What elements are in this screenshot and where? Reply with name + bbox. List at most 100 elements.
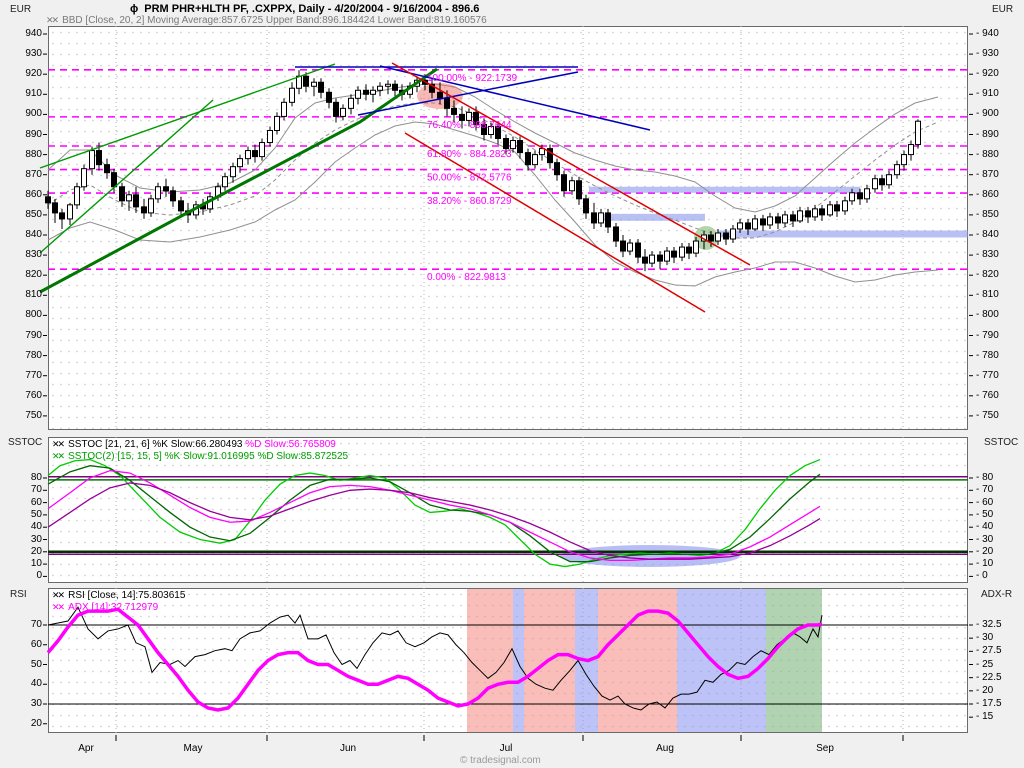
axis-tick-label: - 20 bbox=[976, 545, 994, 557]
bbd-legend[interactable]: ✕✕ BBD [Close, 20, 2] Moving Average:857.… bbox=[46, 15, 487, 26]
price-axis-currency-right: EUR bbox=[992, 4, 1014, 15]
axis-tick-label: - 890 bbox=[976, 128, 999, 140]
axis-tick-label: 40 bbox=[30, 521, 42, 533]
axis-tick-label: 30 bbox=[30, 533, 42, 545]
adxr-axis-title-right: ADX-R bbox=[981, 589, 1013, 600]
axis-tick-label: - 50 bbox=[976, 508, 994, 520]
axis-tick-label: 50 bbox=[30, 658, 42, 670]
bbd-legend-icon: ✕✕ bbox=[46, 15, 59, 25]
axis-tick-label: - 22.5 bbox=[976, 671, 1002, 683]
watermark: © tradesignal.com bbox=[460, 755, 541, 766]
axis-tick-label: - 30 bbox=[976, 533, 994, 545]
axis-tick-label: - 860 bbox=[976, 188, 999, 200]
axis-tick-label: 20 bbox=[30, 545, 42, 557]
axis-tick-label: - 940 bbox=[976, 28, 999, 39]
axis-tick-label: - 800 bbox=[976, 309, 999, 321]
axis-tick-label: 70 bbox=[30, 619, 42, 630]
axis-tick-label: - 30 bbox=[976, 632, 994, 644]
sstoc2-legend-icon: ✕✕ bbox=[52, 451, 65, 461]
price-chart-canvas[interactable] bbox=[48, 26, 968, 430]
axis-tick-label: 850 bbox=[25, 208, 42, 220]
sstoc-axis-title-left: SSTOC bbox=[8, 437, 43, 448]
axis-tick-label: 750 bbox=[25, 409, 42, 421]
axis-tick-label: 800 bbox=[25, 309, 42, 321]
axis-tick-label: - 17.5 bbox=[976, 698, 1002, 709]
axis-tick-label: - 760 bbox=[976, 389, 999, 401]
axis-tick-label: - 900 bbox=[976, 108, 999, 120]
axis-tick-label: 880 bbox=[25, 148, 42, 160]
rsi-axis-title-left: RSI bbox=[10, 589, 27, 600]
axis-tick-label: 910 bbox=[25, 88, 42, 100]
axis-tick-label: - 40 bbox=[976, 521, 994, 533]
month-label-jul: Jul bbox=[499, 743, 513, 754]
month-label-jun: Jun bbox=[339, 743, 357, 754]
month-label-sep: Sep bbox=[816, 743, 834, 754]
month-label-aug: Aug bbox=[656, 743, 674, 754]
axis-tick-label: - 850 bbox=[976, 208, 999, 220]
axis-tick-label: 70 bbox=[30, 484, 42, 496]
axis-tick-label: 80 bbox=[30, 472, 42, 483]
axis-tick-label: - 930 bbox=[976, 48, 999, 60]
axis-tick-label: 40 bbox=[30, 678, 42, 690]
adx-legend[interactable]: ✕✕ ADX [14]:32.712979 bbox=[52, 602, 159, 613]
axis-tick-label: - 830 bbox=[976, 249, 999, 261]
axis-tick-label: - 840 bbox=[976, 229, 999, 240]
sstoc2-legend[interactable]: ✕✕ SSTOC(2) [15, 15, 5] %K Slow:91.016995… bbox=[52, 451, 349, 462]
axis-tick-label: - 0 bbox=[976, 570, 988, 582]
axis-tick-label: - 60 bbox=[976, 496, 994, 508]
axis-tick-label: 770 bbox=[25, 369, 42, 381]
axis-tick-label: - 880 bbox=[976, 148, 999, 160]
chart-title: PRM PHR+HLTH PF, .CXPPX, Daily - 4/20/20… bbox=[144, 3, 480, 15]
axis-tick-label: - 780 bbox=[976, 349, 999, 361]
axis-tick-label: 840 bbox=[25, 229, 42, 240]
instrument-icon: ϕ bbox=[130, 3, 139, 15]
axis-tick-label: 930 bbox=[25, 48, 42, 60]
axis-tick-label: 900 bbox=[25, 108, 42, 120]
axis-tick-label: - 810 bbox=[976, 289, 999, 301]
axis-tick-label: - 910 bbox=[976, 88, 999, 100]
axis-tick-label: 0 bbox=[36, 570, 42, 582]
axis-tick-label: - 15 bbox=[976, 711, 994, 723]
axis-tick-label: - 920 bbox=[976, 68, 999, 80]
axis-tick-label: - 750 bbox=[976, 409, 999, 421]
sstoc1-legend-icon: ✕✕ bbox=[52, 439, 65, 449]
axis-tick-label: - 790 bbox=[976, 329, 999, 341]
axis-tick-label: 780 bbox=[25, 349, 42, 361]
axis-tick-label: 870 bbox=[25, 168, 42, 180]
chart-title-row: ϕ PRM PHR+HLTH PF, .CXPPX, Daily - 4/20/2… bbox=[130, 3, 479, 15]
adx-legend-icon: ✕✕ bbox=[52, 602, 65, 612]
axis-tick-label: - 870 bbox=[976, 168, 999, 180]
axis-tick-label: 860 bbox=[25, 188, 42, 200]
axis-tick-label: 830 bbox=[25, 249, 42, 261]
axis-tick-label: 10 bbox=[30, 558, 42, 570]
axis-tick-label: - 25 bbox=[976, 658, 994, 670]
axis-tick-label: 60 bbox=[30, 496, 42, 508]
axis-tick-label: 920 bbox=[25, 68, 42, 80]
svg-text:0.00% - 822.9813: 0.00% - 822.9813 bbox=[427, 272, 506, 283]
axis-tick-label: - 10 bbox=[976, 558, 994, 570]
month-label-may: May bbox=[183, 743, 203, 754]
axis-tick-label: 820 bbox=[25, 269, 42, 281]
axis-tick-label: - 20 bbox=[976, 684, 994, 696]
axis-tick-label: 760 bbox=[25, 389, 42, 401]
price-axis-currency-left: EUR bbox=[10, 4, 32, 15]
axis-tick-label: - 32.5 bbox=[976, 619, 1002, 630]
axis-tick-label: 60 bbox=[30, 638, 42, 650]
axis-tick-label: 30 bbox=[30, 698, 42, 709]
rsi-legend-icon: ✕✕ bbox=[52, 590, 65, 600]
axis-tick-label: - 770 bbox=[976, 369, 999, 381]
rsi-legend[interactable]: ✕✕ RSI [Close, 14]:75.803615 bbox=[52, 590, 186, 601]
axis-tick-label: 810 bbox=[25, 289, 42, 301]
svg-text:50.00% - 872.5776: 50.00% - 872.5776 bbox=[427, 173, 512, 184]
svg-text:100.00% - 922.1739: 100.00% - 922.1739 bbox=[427, 73, 518, 84]
axis-tick-label: - 70 bbox=[976, 484, 994, 496]
axis-tick-label: 20 bbox=[30, 717, 42, 729]
svg-text:61.80% - 884.2823: 61.80% - 884.2823 bbox=[427, 149, 512, 160]
axis-tick-label: 890 bbox=[25, 128, 42, 140]
axis-tick-label: - 27.5 bbox=[976, 645, 1002, 657]
axis-tick-label: 790 bbox=[25, 329, 42, 341]
svg-text:76.40% - 898.7644: 76.40% - 898.7644 bbox=[427, 120, 512, 131]
sstoc1-legend[interactable]: ✕✕ SSTOC [21, 21, 6] %K Slow:66.280493 %D… bbox=[52, 439, 336, 450]
